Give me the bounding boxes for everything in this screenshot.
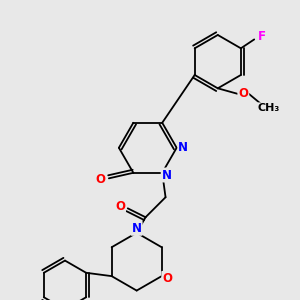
Text: O: O xyxy=(162,272,172,285)
Text: O: O xyxy=(115,200,125,213)
Text: O: O xyxy=(238,87,248,101)
Text: F: F xyxy=(258,30,266,43)
Text: N: N xyxy=(132,222,142,235)
Text: N: N xyxy=(178,141,188,154)
Text: O: O xyxy=(95,173,105,186)
Text: CH₃: CH₃ xyxy=(258,103,280,113)
Text: N: N xyxy=(162,169,172,182)
